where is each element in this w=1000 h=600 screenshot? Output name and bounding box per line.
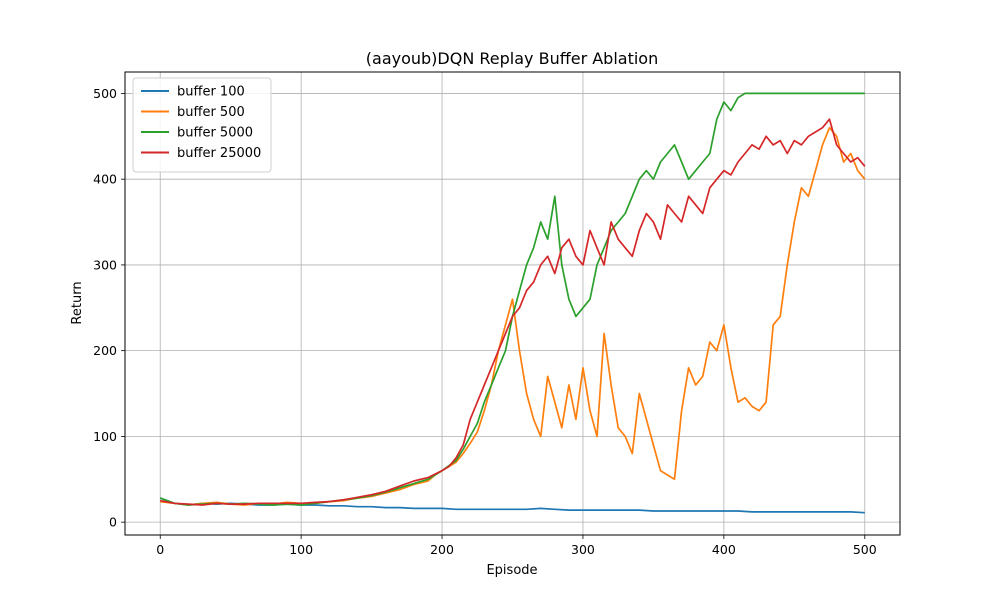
legend-box bbox=[132, 77, 272, 173]
x-tick-label: 100 bbox=[289, 542, 313, 557]
plot-frame bbox=[124, 71, 901, 536]
legend-label: buffer 25000 bbox=[177, 146, 261, 161]
x-tick-label: 300 bbox=[571, 542, 595, 557]
legend: buffer 100 buffer 500 buffer 5000 buffer 25… bbox=[132, 77, 272, 173]
x-tick-label: 0 bbox=[156, 542, 164, 557]
y-axis-label: Return bbox=[70, 281, 85, 324]
y-tick-label: 300 bbox=[93, 257, 117, 272]
series-lines bbox=[159, 92, 866, 514]
x-tick-label: 400 bbox=[712, 542, 736, 557]
series-line-3 bbox=[160, 118, 866, 506]
legend-label: buffer 500 bbox=[177, 105, 245, 120]
x-tick-label: 500 bbox=[853, 542, 877, 557]
y-tick-label: 200 bbox=[93, 343, 117, 358]
y-axis-ticks: 0 100 200 300 400 500 bbox=[93, 86, 125, 530]
x-axis-label: Episode bbox=[486, 563, 537, 578]
legend-label: buffer 100 bbox=[177, 85, 245, 100]
grid-lines bbox=[125, 72, 900, 535]
y-tick-label: 100 bbox=[93, 429, 117, 444]
y-tick-label: 500 bbox=[93, 86, 117, 101]
y-tick-label: 0 bbox=[109, 515, 117, 530]
legend-label: buffer 5000 bbox=[177, 126, 253, 141]
chart-title: (aayoub)DQN Replay Buffer Ablation bbox=[366, 49, 658, 68]
y-tick-label: 400 bbox=[93, 172, 117, 187]
x-tick-label: 200 bbox=[430, 542, 454, 557]
x-axis-ticks: 0 100 200 300 400 500 bbox=[156, 535, 877, 557]
